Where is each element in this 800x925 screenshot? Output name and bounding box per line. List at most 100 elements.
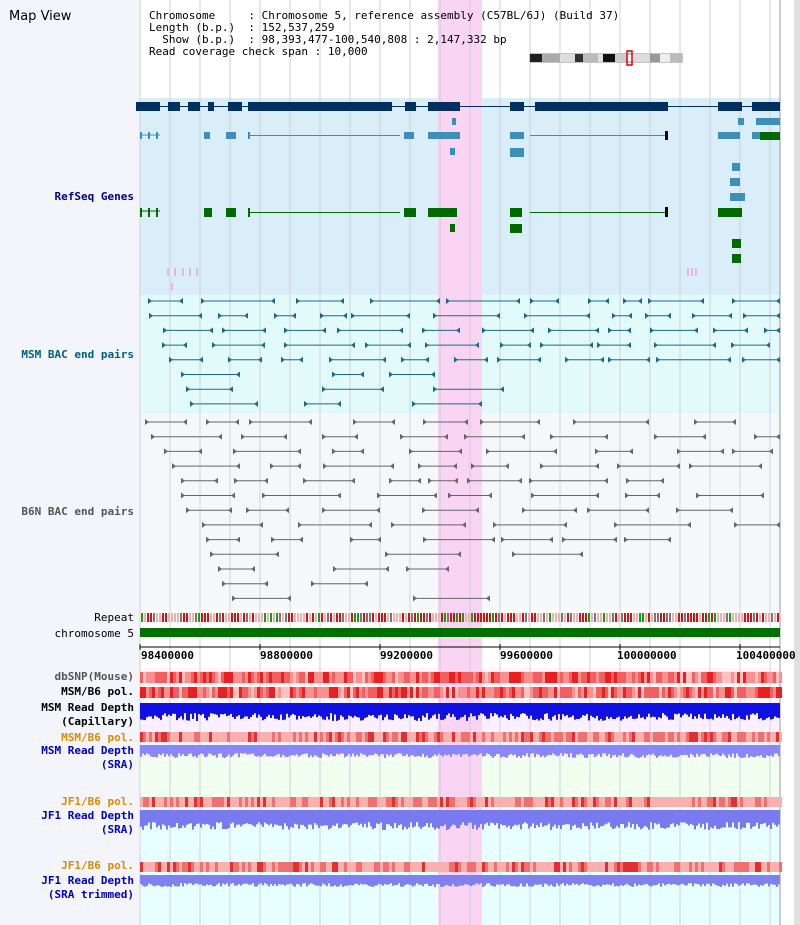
jf1-sra-depth-bar [742, 810, 744, 828]
msm-capillary-depth-bar [524, 703, 526, 714]
jf1-trimmed-depth-bar [202, 875, 204, 886]
msm-bac-pair-end [555, 298, 559, 304]
dbsnp-density-cell [575, 672, 578, 683]
jf1-trimmed-depth-bar [468, 875, 470, 886]
msm-sra-polymorphism-cell [299, 732, 302, 742]
jf1-sra-depth-bar [668, 810, 670, 828]
msm-sra-depth-bar [352, 745, 354, 754]
jf1-sra-depth-bar [144, 810, 146, 826]
b6n-bac-pair-end [613, 536, 617, 543]
dbsnp-density-cell [440, 672, 443, 683]
jf1-trimmed-polymorphism-cell [365, 862, 368, 872]
msm-sra-polymorphism-cell [749, 732, 752, 742]
jf1-polymorphism-cell [683, 797, 686, 807]
jf1-trimmed-polymorphism-cell [491, 862, 494, 872]
msm-sra-depth-bar [296, 745, 298, 755]
jf1-trimmed-depth-bar [606, 875, 608, 885]
jf1-trimmed-polymorphism-cell [497, 862, 500, 872]
dbsnp-density-cell [590, 672, 593, 683]
jf1-trimmed-depth-bar [154, 875, 156, 887]
msm-polymorphism-cell [668, 687, 671, 698]
msm-sra-depth-bar [754, 745, 756, 758]
b6n-bac-pair-end [677, 448, 681, 455]
repeat-element [372, 613, 374, 622]
msm-bac-pair-end [742, 356, 746, 363]
repeat-element [558, 613, 560, 622]
jf1-sra-depth-bar [652, 810, 654, 829]
jf1-trimmed-depth-bar [524, 875, 526, 887]
jf1-trimmed-polymorphism-cell [779, 862, 782, 872]
jf1-trimmed-polymorphism-cell [302, 862, 305, 872]
repeat-element [504, 613, 506, 622]
msm-polymorphism-cell [497, 687, 500, 698]
repeat-element [444, 613, 446, 622]
jf1-sra-depth-bar [178, 810, 180, 829]
jf1-trimmed-depth-bar [552, 875, 554, 887]
jf1-trimmed-depth-bar [180, 875, 182, 884]
repeat-element [417, 613, 419, 622]
jf1-sra-depth-bar [212, 810, 214, 827]
jf1-trimmed-polymorphism-cell [335, 862, 338, 872]
msm-bac-pair-end [425, 342, 429, 349]
b6n-bac-pair-end [531, 492, 535, 499]
msm-polymorphism-cell [530, 687, 533, 698]
msm-sra-depth-bar [478, 745, 480, 755]
msm-sra-polymorphism-cell [164, 732, 167, 742]
msm-polymorphism-cell [155, 687, 158, 698]
msm-capillary-depth-bar [594, 703, 596, 719]
jf1-sra-depth-bar [428, 810, 430, 828]
repeat-element [288, 613, 290, 622]
dbsnp-density-cell [677, 672, 680, 683]
jf1-trimmed-polymorphism-cell [293, 862, 296, 872]
msm-capillary-depth-bar [328, 703, 330, 720]
jf1-sra-depth-bar [530, 810, 532, 827]
repeat-element [540, 613, 542, 622]
msm-sra-depth-bar [638, 745, 640, 758]
dbsnp-density-cell [278, 672, 281, 683]
jf1-polymorphism-cell [527, 797, 530, 807]
msm-capillary-depth-bar [236, 703, 238, 717]
b6n-bac-pair-end [423, 419, 427, 425]
msm-capillary-depth-bar [674, 703, 676, 714]
msm-polymorphism-cell [341, 687, 344, 698]
msm-capillary-depth-bar [754, 703, 756, 715]
jf1-sra-depth-bar [416, 810, 418, 823]
msm-sra-depth-bar [766, 745, 768, 756]
jf1-polymorphism-cell [479, 797, 482, 807]
repeat-element [570, 613, 572, 622]
msm-sra-depth-bar [548, 745, 550, 755]
jf1-trimmed-depth-bar [322, 875, 324, 884]
msm-sra-depth-bar [722, 745, 724, 754]
msm-sra-polymorphism-cell [431, 732, 434, 742]
msm-polymorphism-cell [275, 687, 278, 698]
jf1-sra-depth-bar [720, 810, 722, 829]
dbsnp-density-cell [386, 672, 389, 683]
b6n-bac-pair-end [377, 492, 381, 499]
msm-sra-depth-bar [530, 745, 532, 754]
msm-sra-polymorphism-cell [635, 732, 638, 742]
msm-sra-depth-bar [440, 745, 442, 756]
jf1-sra-depth-bar [362, 810, 364, 828]
msm-capillary-depth-bar [734, 703, 736, 720]
dbsnp-density-cell [350, 672, 353, 683]
b6n-bac-pair-end [732, 448, 736, 455]
jf1-polymorphism-cell [167, 797, 170, 807]
msm-capillary-depth-bar [258, 703, 260, 715]
jf1-sra-depth-bar [450, 810, 452, 827]
msm-polymorphism-cell [470, 687, 473, 698]
jf1-trimmed-depth-bar [778, 875, 780, 885]
msm-sra-depth-bar [612, 745, 614, 756]
msm-sra-polymorphism-cell [530, 732, 533, 742]
jf1-sra-depth-bar [384, 810, 386, 830]
jf1-sra-depth-bar [194, 810, 196, 827]
jf1-trimmed-polymorphism-cell [380, 862, 383, 872]
msm-capillary-depth-bar [702, 703, 704, 720]
jf1-sra-depth-bar [176, 810, 178, 824]
msm-polymorphism-cell [770, 687, 773, 698]
dbsnp-density-cell [173, 672, 176, 683]
jf1-sra-depth-bar [242, 810, 244, 825]
msm-capillary-depth-bar [250, 703, 252, 717]
jf1-sra-depth-bar [380, 810, 382, 823]
msm-sra-depth-bar [728, 745, 730, 755]
